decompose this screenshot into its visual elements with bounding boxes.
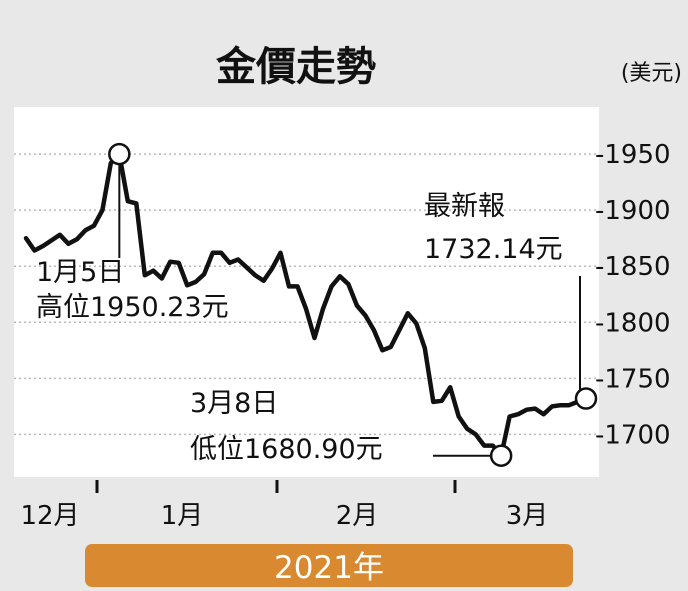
x-tick-label: 3月: [506, 501, 549, 531]
annotation-high: 1月5日 高位1950.23元: [36, 257, 229, 323]
y-axis-ticks: -1950 -1900 -1850 -1800 -1750 -1700: [595, 140, 671, 450]
year-banner-bg: [85, 544, 573, 587]
annotation-latest-label: 最新報: [424, 191, 505, 222]
annotation-latest-value: 1732.14元: [424, 234, 563, 265]
y-tick-label: -1700: [595, 420, 671, 450]
year-banner: 2021年: [85, 544, 573, 587]
x-tick-label: 1月: [161, 501, 204, 531]
unit-label: (美元): [621, 61, 682, 86]
y-tick-label: -1950: [595, 140, 671, 170]
annotation-high-date: 1月5日: [36, 257, 124, 288]
marker-layer: [108, 142, 598, 467]
y-tick-label: -1900: [595, 196, 671, 226]
annotation-high-value: 高位1950.23元: [36, 292, 229, 323]
marker-high: [108, 142, 131, 166]
annotation-low-value: 低位1680.90元: [190, 434, 383, 465]
annotation-low: 3月8日 低位1680.90元: [190, 388, 383, 465]
annotation-latest: 最新報 1732.14元: [424, 191, 563, 265]
chart-title: 金價走勢: [215, 44, 376, 90]
x-tick-label: 2月: [336, 501, 379, 531]
x-axis: 12月 1月 2月 3月: [20, 480, 548, 531]
year-label: 2021年: [274, 550, 384, 586]
marker-low: [489, 444, 513, 467]
x-tick-label: 12月: [20, 501, 79, 531]
y-tick-label: -1850: [595, 252, 671, 282]
y-tick-label: -1750: [595, 364, 671, 394]
annotation-low-date: 3月8日: [190, 388, 278, 419]
y-tick-label: -1800: [595, 308, 671, 338]
marker-latest: [574, 387, 598, 410]
